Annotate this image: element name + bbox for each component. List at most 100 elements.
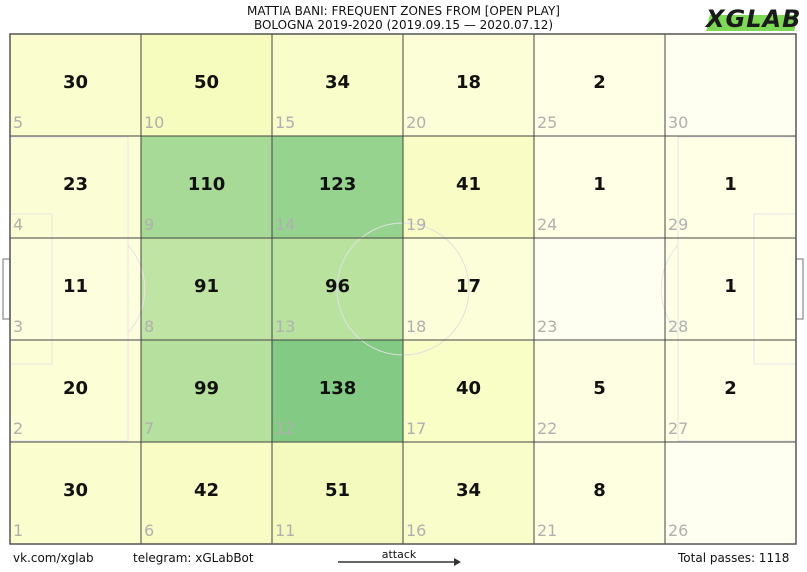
zone-number-26: 26 bbox=[668, 521, 688, 540]
zone-number-22: 22 bbox=[537, 419, 557, 438]
zone-cell-7 bbox=[141, 340, 272, 442]
zone-number-19: 19 bbox=[406, 215, 426, 234]
chart-title-block: MATTIA BANI: FREQUENT ZONES FROM [OPEN P… bbox=[0, 4, 807, 32]
zone-number-12: 12 bbox=[275, 419, 295, 438]
zone-cell-11 bbox=[272, 442, 403, 544]
zone-cell-2 bbox=[10, 340, 141, 442]
zone-number-16: 16 bbox=[406, 521, 426, 540]
zone-number-13: 13 bbox=[275, 317, 295, 336]
total-passes: Total passes: 1118 bbox=[678, 551, 790, 565]
zone-cell-15 bbox=[272, 34, 403, 136]
zone-number-25: 25 bbox=[537, 113, 557, 132]
zone-value-7: 99 bbox=[194, 378, 219, 399]
zone-value-5: 30 bbox=[63, 72, 88, 93]
zone-grid bbox=[9, 33, 797, 545]
zone-number-28: 28 bbox=[668, 317, 688, 336]
chart-title: MATTIA BANI: FREQUENT ZONES FROM [OPEN P… bbox=[247, 4, 560, 18]
zone-number-24: 24 bbox=[537, 215, 557, 234]
zone-number-21: 21 bbox=[537, 521, 557, 540]
left-goal bbox=[2, 258, 11, 320]
zone-number-11: 11 bbox=[275, 521, 295, 540]
zone-number-15: 15 bbox=[275, 113, 295, 132]
zone-number-1: 1 bbox=[13, 521, 23, 540]
zone-value-10: 50 bbox=[194, 72, 219, 93]
attack-label: attack bbox=[381, 548, 417, 561]
zone-value-16: 34 bbox=[456, 480, 481, 501]
zone-number-5: 5 bbox=[13, 113, 23, 132]
zone-number-10: 10 bbox=[144, 113, 164, 132]
zone-value-14: 123 bbox=[319, 174, 357, 195]
right-penalty-arc bbox=[660, 244, 679, 334]
zone-cell-12 bbox=[272, 340, 403, 442]
zone-cell-22 bbox=[534, 340, 665, 442]
chart-subtitle: BOLOGNA 2019-2020 (2019.09.15 — 2020.07.… bbox=[253, 18, 554, 32]
zone-value-21: 8 bbox=[593, 480, 606, 501]
zone-value-3: 11 bbox=[63, 276, 88, 297]
pitch-outline bbox=[9, 33, 797, 545]
zone-cell-10 bbox=[141, 34, 272, 136]
zone-cell-24 bbox=[534, 136, 665, 238]
zone-cell-26 bbox=[665, 442, 796, 544]
zone-cell-25 bbox=[534, 34, 665, 136]
zone-number-7: 7 bbox=[144, 419, 154, 438]
zone-value-19: 41 bbox=[456, 174, 481, 195]
zone-number-29: 29 bbox=[668, 215, 688, 234]
zone-cell-1 bbox=[10, 442, 141, 544]
zone-number-23: 23 bbox=[537, 317, 557, 336]
zone-number-8: 8 bbox=[144, 317, 154, 336]
zone-number-14: 14 bbox=[275, 215, 295, 234]
zone-value-17: 40 bbox=[456, 378, 481, 399]
left-penalty-arc bbox=[127, 244, 146, 334]
zone-cell-3 bbox=[10, 238, 141, 340]
zone-cell-19 bbox=[403, 136, 534, 238]
zone-cell-30 bbox=[665, 34, 796, 136]
zone-value-2: 20 bbox=[63, 378, 88, 399]
zone-number-6: 6 bbox=[144, 521, 154, 540]
zone-cell-23 bbox=[534, 238, 665, 340]
zone-value-28: 1 bbox=[724, 276, 737, 297]
zone-value-9: 110 bbox=[188, 174, 226, 195]
zone-cell-29 bbox=[665, 136, 796, 238]
zone-cell-27 bbox=[665, 340, 796, 442]
zone-cell-6 bbox=[141, 442, 272, 544]
zone-cell-8 bbox=[141, 238, 272, 340]
zone-number-2: 2 bbox=[13, 419, 23, 438]
zone-value-1: 30 bbox=[63, 480, 88, 501]
zone-cell-28 bbox=[665, 238, 796, 340]
zone-number-9: 9 bbox=[144, 215, 154, 234]
zone-value-15: 34 bbox=[325, 72, 350, 93]
zone-value-11: 51 bbox=[325, 480, 350, 501]
zone-value-12: 138 bbox=[319, 378, 357, 399]
zone-value-6: 42 bbox=[194, 480, 219, 501]
zone-cell-4 bbox=[10, 136, 141, 238]
right-goal bbox=[795, 258, 804, 320]
zone-cell-21 bbox=[534, 442, 665, 544]
xglab-logo: XGLAB bbox=[706, 3, 802, 35]
zone-value-18: 17 bbox=[456, 276, 481, 297]
zone-cell-5 bbox=[10, 34, 141, 136]
heatmap-cells bbox=[10, 34, 796, 544]
zone-value-20: 18 bbox=[456, 72, 481, 93]
vk-link[interactable]: vk.com/xglab bbox=[13, 551, 94, 565]
zone-cell-17 bbox=[403, 340, 534, 442]
zone-cell-16 bbox=[403, 442, 534, 544]
zone-number-30: 30 bbox=[668, 113, 688, 132]
zone-value-29: 1 bbox=[724, 174, 737, 195]
zone-number-27: 27 bbox=[668, 419, 688, 438]
zone-value-25: 2 bbox=[593, 72, 606, 93]
zone-cell-20 bbox=[403, 34, 534, 136]
zone-cell-9 bbox=[141, 136, 272, 238]
zone-value-27: 2 bbox=[724, 378, 737, 399]
zone-number-17: 17 bbox=[406, 419, 426, 438]
zone-value-22: 5 bbox=[593, 378, 606, 399]
zone-value-4: 23 bbox=[63, 174, 88, 195]
zone-number-18: 18 bbox=[406, 317, 426, 336]
zone-number-4: 4 bbox=[13, 215, 23, 234]
zone-number-20: 20 bbox=[406, 113, 426, 132]
zone-value-13: 96 bbox=[325, 276, 350, 297]
attack-arrow-icon bbox=[338, 558, 461, 566]
zone-value-24: 1 bbox=[593, 174, 606, 195]
telegram-link[interactable]: telegram: xGLabBot bbox=[133, 551, 254, 565]
zone-labels: 3052341132023015010110991899742634151231… bbox=[13, 72, 737, 540]
logo-text: XGLAB bbox=[706, 5, 802, 33]
